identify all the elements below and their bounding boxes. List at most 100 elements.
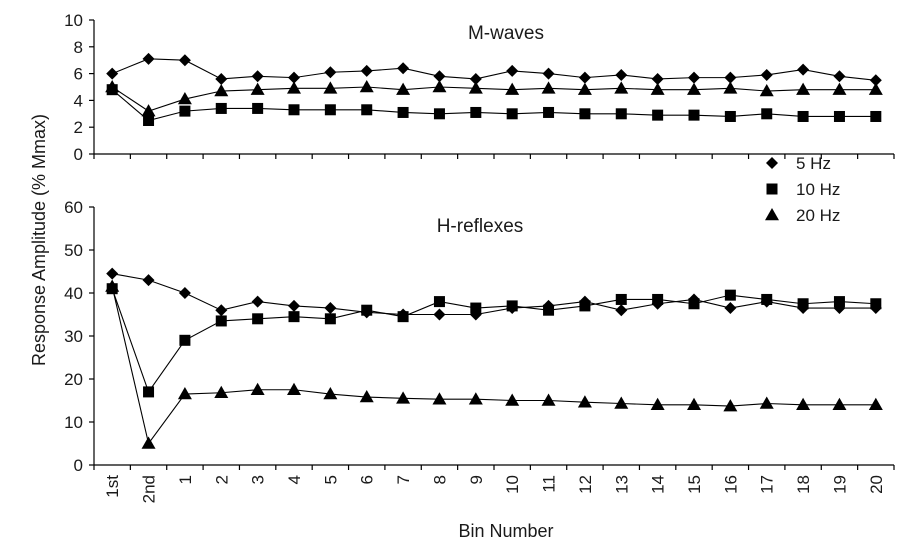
- y-tick-label: 50: [64, 241, 83, 260]
- data-point: [177, 92, 192, 105]
- y-tick-label: 0: [74, 145, 83, 164]
- x-tick-label: 2nd: [140, 475, 159, 503]
- legend-label: 20 Hz: [796, 206, 840, 225]
- h-reflexes-panel: 0 10 20 30 40 50 60 H-reflexes: [64, 198, 895, 475]
- data-point: [250, 382, 265, 395]
- legend-label: 10 Hz: [796, 180, 840, 199]
- panel-title: H-reflexes: [437, 216, 524, 237]
- data-point: [760, 68, 773, 81]
- data-point: [615, 108, 627, 120]
- data-point: [578, 71, 591, 84]
- data-point: [833, 296, 845, 308]
- data-point: [506, 108, 518, 120]
- data-point: [724, 71, 737, 84]
- y-tick-label: 6: [74, 65, 83, 84]
- data-point: [542, 67, 555, 80]
- data-point: [614, 81, 629, 94]
- data-point: [288, 71, 300, 84]
- data-point: [324, 104, 336, 116]
- data-point: [687, 82, 701, 95]
- series-line: [111, 286, 876, 445]
- data-point: [724, 302, 737, 315]
- data-point: [324, 313, 336, 325]
- data-point: [250, 82, 265, 95]
- data-point: [650, 397, 665, 411]
- data-point: [359, 80, 374, 93]
- data-point: [106, 67, 119, 80]
- data-point: [433, 108, 445, 120]
- data-point: [215, 315, 227, 327]
- x-tick-label: 20: [867, 475, 886, 494]
- x-tick-label: 16: [721, 475, 740, 494]
- data-point: [541, 81, 556, 94]
- data-point: [688, 298, 700, 310]
- data-point: [287, 81, 301, 94]
- data-point: [506, 64, 519, 77]
- data-point: [105, 279, 120, 292]
- data-point: [614, 396, 629, 409]
- series-10-hz: [106, 283, 882, 398]
- data-point: [324, 302, 337, 315]
- data-point: [796, 82, 811, 95]
- data-point: [797, 110, 809, 122]
- data-point: [179, 105, 191, 117]
- y-tick-label: 20: [64, 370, 83, 389]
- data-point: [251, 295, 264, 308]
- data-point: [870, 298, 882, 310]
- m-waves-panel: 0 2 4 6 8 10 M-waves: [64, 11, 895, 164]
- series-20-hz: [105, 80, 883, 117]
- data-point: [615, 68, 628, 81]
- data-point: [324, 66, 337, 79]
- data-point: [796, 397, 811, 411]
- data-point: [143, 386, 155, 398]
- data-point: [142, 274, 155, 287]
- data-point: [469, 72, 482, 85]
- data-point: [433, 70, 446, 83]
- legend-label: 5 Hz: [796, 154, 831, 173]
- legend: 5 Hz 10 Hz 20 Hz: [765, 154, 840, 225]
- data-point: [215, 72, 228, 85]
- data-point: [832, 82, 847, 95]
- x-tick-label: 11: [540, 475, 559, 493]
- data-point: [215, 304, 228, 317]
- x-tick-label: 7: [394, 475, 413, 484]
- data-point: [869, 74, 882, 87]
- data-point: [397, 106, 409, 118]
- data-point: [833, 70, 846, 83]
- data-point: [179, 334, 191, 346]
- data-point: [543, 106, 555, 118]
- data-point: [178, 287, 191, 299]
- data-point: [652, 293, 664, 305]
- x-tick-label: 1: [176, 475, 195, 484]
- data-point: [468, 392, 483, 405]
- y-tick-label: 40: [64, 284, 83, 303]
- y-axis-label: Response Amplitude (% Mmax): [29, 114, 49, 366]
- data-point: [214, 84, 229, 97]
- y-tick-label: 60: [64, 198, 83, 217]
- data-point: [288, 104, 300, 116]
- data-point: [833, 110, 845, 122]
- data-point: [105, 80, 120, 93]
- x-tick-label: 12: [576, 475, 595, 494]
- data-point: [361, 104, 373, 116]
- data-point: [505, 393, 520, 406]
- y-tick-label: 0: [74, 456, 83, 475]
- x-tick-label: 5: [321, 475, 340, 484]
- series-line: [112, 273, 876, 316]
- data-point: [397, 311, 409, 323]
- data-point: [868, 82, 883, 95]
- data-point: [723, 399, 738, 412]
- data-point: [141, 104, 156, 117]
- data-point: [432, 392, 447, 405]
- data-point: [797, 63, 810, 76]
- x-axis-label: Bin Number: [458, 521, 553, 541]
- series-line: [111, 86, 876, 112]
- data-point: [432, 80, 447, 93]
- y-tick-label: 10: [64, 413, 83, 432]
- x-tick-label: 18: [794, 475, 813, 494]
- data-point: [359, 390, 374, 403]
- data-point: [543, 304, 555, 316]
- data-point: [577, 82, 592, 95]
- legend-marker: [766, 183, 778, 195]
